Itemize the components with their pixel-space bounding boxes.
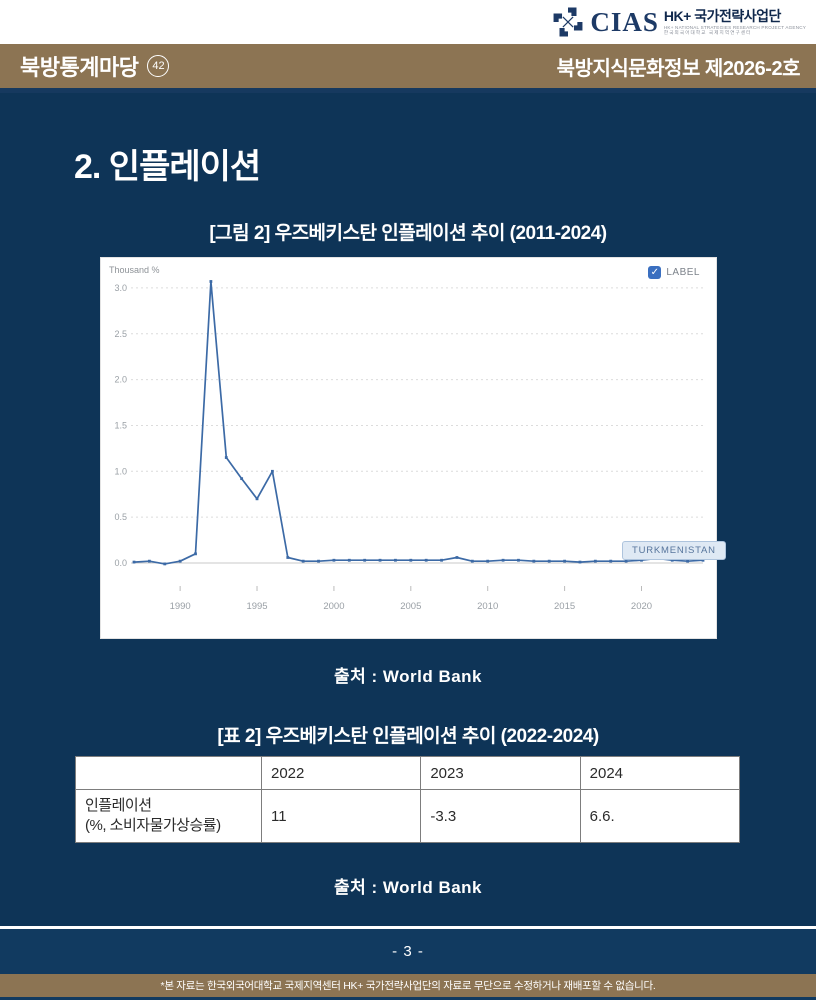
top-logo-bar: CIAS HK+ 국가전략사업단 HK+ NATIONAL STRATEGIES… (0, 0, 816, 44)
header-bar: 북방통계마당 42 북방지식문화정보 제2026-2호 (0, 44, 816, 93)
cias-wordmark: CIAS (590, 6, 659, 37)
logo-org-name: HK+ 국가전략사업단 (663, 7, 781, 24)
value-2022: 11 (260, 789, 422, 843)
row-label-cell: 인플레이션 (%, 소비자물가상승률) (75, 789, 262, 843)
logo-subtitle-en: HK+ NATIONAL STRATEGIES RESEARCH PROJECT… (663, 25, 806, 31)
figure-caption: [그림 2] 우즈베키스탄 인플레이션 추이 (2011-2024) (209, 223, 607, 244)
inflation-chart: 0.0 0.5 1.0 1.5 2.0 2.5 3.0 1990 1995 2000 2005 201… (100, 257, 726, 639)
table-source: 출처 : World Bank (333, 878, 483, 897)
footer-disclaimer: *본 자료는 한국외국어대학교 국제지역센터 HK+ 국가전략사업단의 자료로 … (0, 974, 816, 997)
checkbox-checked-icon[interactable]: ✓ (648, 266, 662, 279)
page-number: - 3 - (0, 929, 816, 974)
table-caption: [표 2] 우즈베키스탄 인플레이션 추이 (2022-2024) (217, 726, 599, 747)
footer-separator (0, 926, 816, 929)
label-checkbox[interactable]: ✓ LABEL (648, 266, 700, 279)
svg-text:2000: 2000 (323, 601, 344, 612)
svg-text:2.5: 2.5 (114, 329, 127, 339)
svg-text:2.0: 2.0 (114, 375, 127, 385)
svg-text:3.0: 3.0 (114, 283, 127, 293)
inflation-table: 2022 2023 2024 인플레이션 (%, 소비자물가상승률) 11 -3… (75, 756, 741, 843)
logo-subtitle-kr: 한국외국어대학교 국제지역연구센터 (663, 30, 752, 36)
chart-unit-label: Thousand % (109, 265, 160, 275)
table-header-2024: 2024 (579, 756, 741, 790)
table-row: 인플레이션 (%, 소비자물가상승률) 11 -3.3 6.6. (75, 789, 741, 843)
page-body: 2. 인플레이션 [그림 2] 우즈베키스탄 인플레이션 추이 (2011-20… (0, 93, 816, 926)
section-title: 2. 인플레이션 (74, 148, 261, 186)
figure-source: 출처 : World Bank (333, 667, 483, 686)
series-chip-turkmenistan[interactable]: TURKMENISTAN (622, 541, 726, 560)
row-label-line1: 인플레이션 (85, 796, 152, 814)
cias-pinwheel-icon (553, 7, 583, 37)
svg-text:0.5: 0.5 (114, 512, 127, 522)
svg-text:1.0: 1.0 (114, 466, 127, 476)
table-header-2022: 2022 (260, 756, 422, 790)
label-checkbox-text: LABEL (666, 267, 700, 278)
svg-text:2020: 2020 (631, 601, 652, 612)
svg-text:0.0: 0.0 (114, 558, 127, 568)
value-2024: 6.6. (579, 789, 741, 843)
svg-text:2005: 2005 (400, 601, 421, 612)
table-header-row: 2022 2023 2024 (75, 756, 741, 790)
svg-text:1990: 1990 (170, 601, 191, 612)
value-2023: -3.3 (420, 789, 581, 843)
bottom-border (0, 997, 816, 1000)
header-left-title: 북방통계마당 (20, 55, 139, 80)
row-label-line2: (%, 소비자물가상승률) (85, 817, 221, 834)
line-chart-canvas: 0.0 0.5 1.0 1.5 2.0 2.5 3.0 1990 1995 2000 2005 201… (114, 280, 705, 612)
svg-text:1.5: 1.5 (114, 420, 127, 430)
svg-text:1995: 1995 (246, 601, 267, 612)
svg-text:2015: 2015 (554, 601, 575, 612)
svg-text:2010: 2010 (477, 601, 498, 612)
table-header-empty (75, 756, 262, 790)
table-header-2023: 2023 (420, 756, 581, 790)
issue-number-badge: 42 (147, 55, 170, 77)
cias-logo: CIAS HK+ 국가전략사업단 HK+ NATIONAL STRATEGIES… (551, 5, 806, 39)
header-right-title: 북방지식문화정보 제2026-2호 (556, 57, 801, 80)
